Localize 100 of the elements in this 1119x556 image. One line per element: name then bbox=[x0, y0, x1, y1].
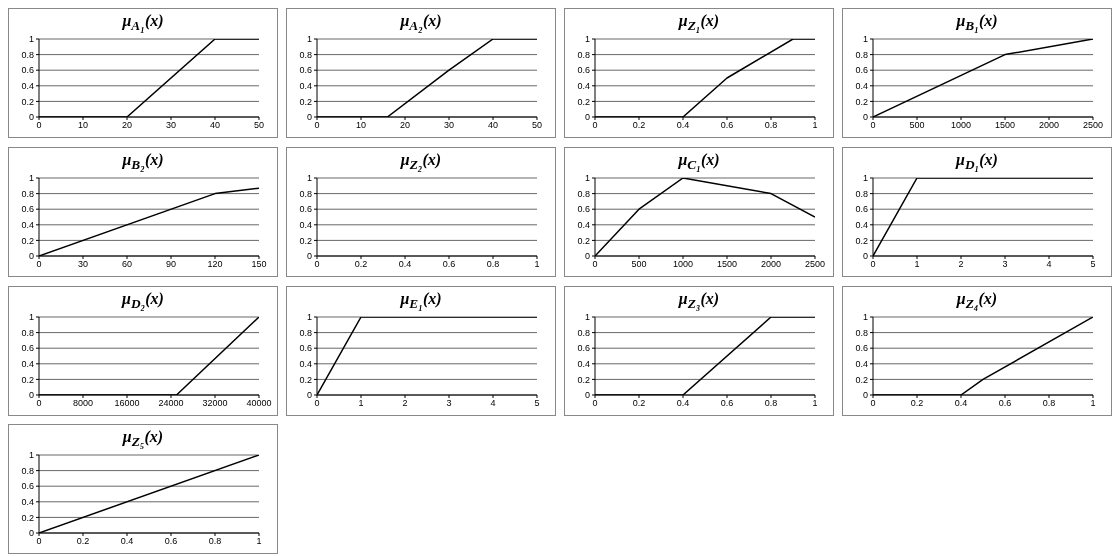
x-tick-label: 150 bbox=[251, 259, 267, 270]
y-tick-label: 0.6 bbox=[299, 65, 312, 76]
y-tick-label: 1 bbox=[28, 34, 34, 45]
y-tick-label: 0 bbox=[28, 528, 34, 539]
x-tick-label: 0 bbox=[36, 259, 42, 270]
y-tick-label: 0.2 bbox=[299, 235, 312, 246]
x-tick-label: 1 bbox=[812, 120, 818, 131]
x-tick-label: 500 bbox=[631, 259, 647, 270]
y-tick-label: 0.2 bbox=[855, 96, 868, 107]
chart-title: μ$_{C₁}$(x) bbox=[677, 150, 721, 174]
x-tick-label: 0.4 bbox=[676, 120, 690, 131]
x-tick-label: 0 bbox=[314, 120, 320, 131]
y-tick-label: 0.8 bbox=[299, 188, 312, 199]
y-tick-label: 0 bbox=[306, 251, 312, 262]
y-tick-label: 1 bbox=[862, 173, 868, 184]
x-tick-label: 0 bbox=[870, 120, 876, 131]
y-tick-label: 0.6 bbox=[299, 343, 312, 354]
y-tick-label: 0.8 bbox=[299, 49, 312, 60]
x-tick-label: 2 bbox=[402, 398, 408, 409]
x-tick-label: 5 bbox=[1090, 259, 1096, 270]
x-tick-label: 0.8 bbox=[208, 536, 222, 547]
x-tick-label: 24000 bbox=[158, 398, 184, 409]
x-tick-label: 0.8 bbox=[486, 259, 500, 270]
x-tick-label: 120 bbox=[207, 259, 223, 270]
chart-title: μ$_{Z₅}$(x) bbox=[121, 427, 165, 451]
y-tick-label: 0.2 bbox=[21, 512, 34, 523]
y-tick-label: 1 bbox=[862, 34, 868, 45]
y-tick-label: 0 bbox=[862, 112, 868, 123]
x-tick-label: 60 bbox=[121, 259, 133, 270]
y-tick-label: 0.4 bbox=[21, 80, 34, 91]
y-tick-label: 0.2 bbox=[577, 96, 590, 107]
x-tick-label: 2500 bbox=[804, 259, 826, 270]
y-tick-label: 0.4 bbox=[577, 80, 590, 91]
x-tick-label: 500 bbox=[909, 120, 925, 131]
y-tick-label: 0 bbox=[306, 112, 312, 123]
y-tick-label: 0.4 bbox=[21, 496, 34, 507]
x-tick-label: 4 bbox=[490, 398, 496, 409]
x-tick-label: 20 bbox=[121, 120, 133, 131]
x-tick-label: 4 bbox=[1046, 259, 1052, 270]
y-tick-label: 0.6 bbox=[855, 65, 868, 76]
x-tick-label: 3 bbox=[446, 398, 452, 409]
x-tick-label: 1 bbox=[1090, 398, 1096, 409]
y-tick-label: 0.8 bbox=[299, 327, 312, 338]
x-tick-label: 2500 bbox=[1082, 120, 1104, 131]
x-tick-label: 0.6 bbox=[720, 398, 734, 409]
y-tick-label: 0.2 bbox=[21, 235, 34, 246]
y-tick-label: 0.2 bbox=[855, 235, 868, 246]
y-tick-label: 0.2 bbox=[577, 235, 590, 246]
y-tick-label: 0.8 bbox=[855, 327, 868, 338]
y-tick-label: 1 bbox=[584, 312, 590, 323]
x-tick-label: 2 bbox=[958, 259, 964, 270]
x-tick-label: 0.8 bbox=[764, 120, 778, 131]
x-tick-label: 40000 bbox=[246, 398, 272, 409]
x-tick-label: 0 bbox=[592, 120, 598, 131]
x-tick-label: 0.6 bbox=[442, 259, 456, 270]
y-tick-label: 0.8 bbox=[21, 327, 34, 338]
x-tick-label: 20 bbox=[399, 120, 411, 131]
y-tick-label: 1 bbox=[28, 173, 34, 184]
x-tick-label: 0.6 bbox=[998, 398, 1012, 409]
x-tick-label: 50 bbox=[531, 120, 543, 131]
x-tick-label: 1500 bbox=[716, 259, 738, 270]
x-tick-label: 0.4 bbox=[398, 259, 412, 270]
y-tick-label: 1 bbox=[584, 34, 590, 45]
x-tick-label: 0 bbox=[870, 398, 876, 409]
y-tick-label: 0 bbox=[862, 251, 868, 262]
y-tick-label: 0.4 bbox=[21, 219, 34, 230]
y-tick-label: 0.8 bbox=[855, 188, 868, 199]
x-tick-label: 0.2 bbox=[910, 398, 924, 409]
x-tick-label: 30 bbox=[165, 120, 177, 131]
x-tick-label: 30 bbox=[77, 259, 89, 270]
y-tick-label: 0.4 bbox=[299, 80, 312, 91]
chart-title: μ$_{D₂}$(x) bbox=[120, 289, 165, 313]
y-tick-label: 1 bbox=[306, 34, 312, 45]
x-tick-label: 10 bbox=[77, 120, 89, 131]
x-tick-label: 0 bbox=[36, 536, 42, 547]
y-tick-label: 1 bbox=[306, 312, 312, 323]
x-tick-label: 40 bbox=[487, 120, 499, 131]
y-tick-label: 0.2 bbox=[855, 374, 868, 385]
y-tick-label: 0.6 bbox=[577, 204, 590, 215]
chart-title: μ$_{B₂}$(x) bbox=[121, 150, 165, 174]
x-tick-label: 0.6 bbox=[164, 536, 178, 547]
y-tick-label: 0.8 bbox=[21, 188, 34, 199]
chart-title: μ$_{Z₂}$(x) bbox=[399, 150, 443, 174]
y-tick-label: 0 bbox=[306, 390, 312, 401]
y-tick-label: 1 bbox=[862, 312, 868, 323]
x-tick-label: 0.8 bbox=[1042, 398, 1056, 409]
x-tick-label: 0.4 bbox=[954, 398, 968, 409]
y-tick-label: 0.6 bbox=[577, 65, 590, 76]
x-tick-label: 50 bbox=[253, 120, 265, 131]
x-tick-label: 0 bbox=[314, 398, 320, 409]
x-tick-label: 3 bbox=[1002, 259, 1008, 270]
y-tick-label: 0 bbox=[584, 251, 590, 262]
y-tick-label: 0.6 bbox=[577, 343, 590, 354]
y-tick-label: 0.8 bbox=[21, 465, 34, 476]
x-tick-label: 30 bbox=[443, 120, 455, 131]
y-tick-label: 0.2 bbox=[577, 374, 590, 385]
x-tick-label: 0.2 bbox=[76, 536, 90, 547]
y-tick-label: 0 bbox=[28, 112, 34, 123]
y-tick-label: 0.2 bbox=[21, 96, 34, 107]
y-tick-label: 1 bbox=[28, 450, 34, 461]
